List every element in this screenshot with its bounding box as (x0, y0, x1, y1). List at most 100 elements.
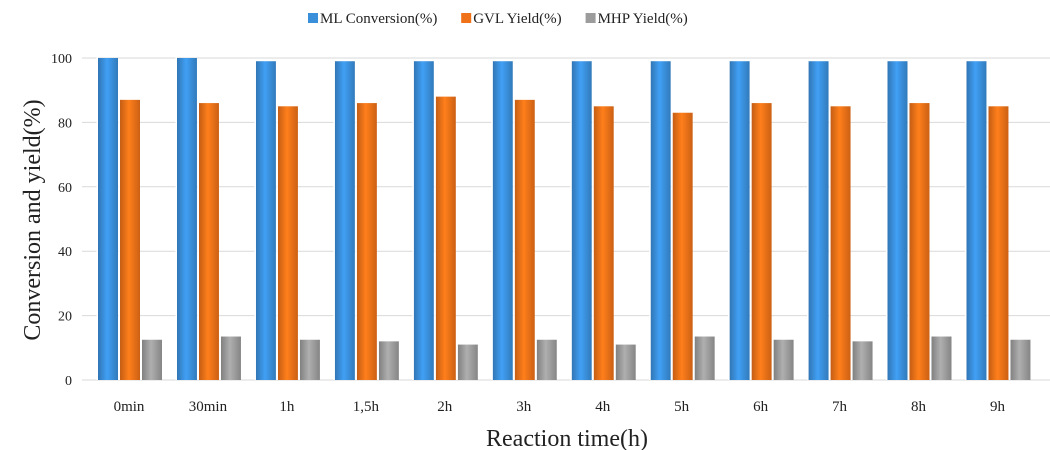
legend-swatch (461, 13, 472, 23)
bar-mhp-0 (142, 339, 162, 380)
bars (96, 56, 1031, 381)
x-axis-title: Reaction time(h) (486, 426, 648, 450)
x-tick-label: 6h (753, 399, 769, 415)
bar-mhp-9 (852, 341, 873, 380)
bar-gvl-7 (672, 112, 693, 381)
bar-highlight (140, 338, 142, 380)
bar-highlight (456, 343, 458, 380)
legend-label: ML Conversion(%) (320, 11, 437, 27)
bar-gvl-11 (988, 106, 1009, 381)
bar-ml-6 (571, 61, 592, 380)
bar-highlight (807, 59, 809, 380)
x-tick-label: 5h (674, 399, 690, 415)
bar-highlight (772, 338, 774, 380)
legend-label: MHP Yield(%) (598, 11, 688, 27)
bar-highlight (434, 95, 436, 380)
bar-highlight (175, 56, 177, 380)
bar-highlight (535, 338, 537, 380)
y-axis-ticks: 0 20 40 60 80 100 (51, 52, 72, 389)
bar-ml-1 (176, 58, 197, 380)
bar-gvl-8 (751, 103, 772, 380)
y-tick-label: 60 (58, 181, 72, 196)
y-axis-title: Conversion and yield(%) (20, 99, 46, 340)
bar-gvl-6 (593, 106, 614, 381)
bar-ml-2 (255, 61, 276, 380)
y-tick-label: 0 (65, 374, 72, 389)
bar-highlight (986, 104, 989, 381)
x-tick-label: 1,5h (353, 399, 380, 415)
bar-highlight (886, 59, 888, 380)
x-axis-ticks: 0min 30min 1h 1,5h 2h 3h 4h 5h 6h 7h 8h 9h (114, 399, 1006, 415)
bar-ml-3 (334, 61, 355, 380)
bar-highlight (254, 59, 256, 380)
bar-gvl-10 (909, 103, 930, 380)
y-tick-label: 40 (58, 245, 72, 260)
bar-highlight (851, 339, 853, 380)
bar-ml-11 (966, 61, 987, 380)
legend-swatch (308, 13, 318, 23)
bar-highlight (728, 59, 730, 380)
bar-gvl-5 (514, 99, 535, 381)
bar-highlight (570, 59, 572, 380)
bar-highlight (693, 335, 695, 380)
x-tick-label: 3h (516, 399, 532, 415)
bar-highlight (592, 104, 594, 381)
bar-highlight (671, 111, 673, 381)
x-tick-label: 1h (279, 399, 295, 415)
bar-highlight (750, 101, 752, 380)
legend-label: GVL Yield(%) (473, 11, 561, 27)
bar-highlight (118, 98, 120, 381)
bar-ml-7 (650, 61, 671, 380)
bar-ml-4 (413, 61, 434, 380)
bar-highlight (1008, 338, 1011, 380)
bar-gvl-9 (830, 106, 851, 381)
bar-mhp-8 (773, 339, 794, 380)
x-tick-label: 7h (832, 399, 848, 415)
x-tick-label: 30min (189, 399, 228, 415)
bar-mhp-4 (457, 344, 478, 380)
bar-mhp-2 (299, 339, 320, 380)
x-tick-label: 8h (911, 399, 927, 415)
bar-mhp-10 (931, 336, 952, 380)
legend-swatch (585, 13, 596, 23)
bar-mhp-5 (536, 339, 557, 380)
bar-highlight (491, 59, 493, 380)
bar-highlight (930, 335, 932, 380)
bar-highlight (333, 59, 335, 380)
y-tick-label: 20 (58, 310, 72, 325)
bar-ml-5 (492, 61, 513, 380)
bar-highlight (298, 338, 300, 380)
y-tick-label: 100 (51, 52, 72, 67)
x-tick-label: 2h (437, 399, 453, 415)
bar-ml-9 (808, 61, 829, 380)
bar-mhp-11 (1010, 339, 1031, 380)
bar-highlight (908, 101, 910, 380)
bar-ml-8 (729, 61, 750, 380)
bar-ml-10 (887, 61, 908, 380)
x-tick-label: 4h (595, 399, 611, 415)
bar-gvl-0 (120, 99, 140, 381)
bar-gvl-4 (435, 96, 456, 380)
bar-highlight (377, 339, 379, 380)
bar-gvl-3 (356, 103, 377, 380)
bar-highlight (96, 56, 98, 380)
bar-highlight (649, 59, 651, 380)
bar-highlight (197, 101, 199, 380)
bar-highlight (829, 104, 831, 381)
bar-highlight (276, 104, 278, 381)
bar-mhp-1 (220, 336, 241, 380)
bar-ml-0 (98, 58, 118, 380)
bar-gvl-1 (198, 103, 219, 380)
bar-mhp-3 (378, 341, 399, 380)
y-tick-label: 80 (58, 116, 72, 131)
x-tick-label: 0min (114, 399, 145, 415)
bar-mhp-6 (615, 344, 636, 380)
bar-highlight (219, 335, 221, 380)
bar-highlight (412, 59, 414, 380)
bar-mhp-7 (694, 336, 715, 380)
bar-highlight (964, 59, 967, 380)
bar-highlight (513, 98, 515, 381)
bar-gvl-2 (277, 106, 298, 381)
legend: ML Conversion(%) GVL Yield(%) MHP Yield(%) (308, 11, 688, 27)
